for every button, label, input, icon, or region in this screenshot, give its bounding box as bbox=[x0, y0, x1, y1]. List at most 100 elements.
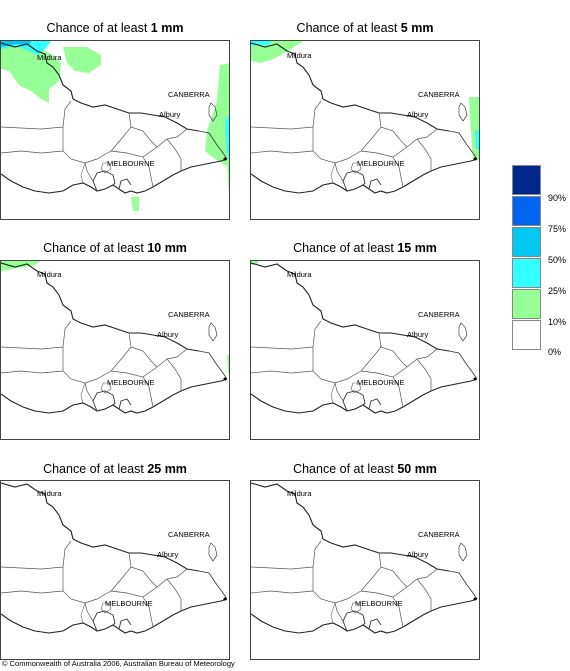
district-boundary bbox=[80, 382, 86, 404]
panel-title-25mm: Chance of at least 25 mm bbox=[43, 462, 187, 476]
nsw-border bbox=[198, 570, 228, 600]
legend-swatch-25 bbox=[512, 258, 541, 288]
district-boundary bbox=[62, 320, 72, 348]
western-port bbox=[118, 398, 132, 410]
label-mildura: Mildura bbox=[37, 270, 62, 279]
district-boundary bbox=[334, 382, 344, 402]
murray-river bbox=[1, 42, 200, 132]
district-boundary bbox=[380, 126, 408, 148]
act-outline bbox=[458, 102, 468, 122]
map-1mm: Mildura CANBERRA Albury MELBOURNE bbox=[0, 40, 230, 220]
legend-swatch-0 bbox=[512, 320, 541, 350]
western-port bbox=[118, 178, 132, 190]
label-canberra: CANBERRA bbox=[418, 310, 460, 319]
victoria-basemap bbox=[1, 262, 228, 414]
coastline bbox=[1, 378, 228, 414]
coastline bbox=[251, 158, 478, 194]
coast-point-marker bbox=[473, 597, 477, 601]
coast-point-marker bbox=[473, 157, 477, 161]
district-boundary bbox=[130, 566, 158, 588]
murray-river bbox=[251, 42, 450, 132]
western-port bbox=[368, 618, 382, 630]
district-boundary bbox=[110, 590, 154, 628]
legend-swatch-10 bbox=[512, 289, 541, 319]
district-boundary bbox=[80, 162, 86, 184]
label-melbourne: MELBOURNE bbox=[107, 378, 155, 387]
western-port bbox=[118, 618, 132, 630]
label-albury: Albury bbox=[159, 110, 181, 119]
district-boundary bbox=[330, 602, 336, 624]
label-melbourne: MELBOURNE bbox=[355, 599, 403, 608]
district-boundary bbox=[110, 332, 132, 372]
district-boundary bbox=[110, 150, 154, 188]
map-50mm: Mildura CANBERRA Albury MELBOURNE bbox=[250, 480, 480, 660]
port-phillip-bay bbox=[342, 390, 366, 412]
district-boundary bbox=[62, 540, 72, 568]
district-boundary bbox=[251, 566, 362, 604]
victoria-basemap bbox=[1, 482, 228, 634]
district-boundary bbox=[360, 332, 382, 372]
act-outline bbox=[458, 542, 468, 562]
label-canberra: CANBERRA bbox=[168, 310, 210, 319]
label-melbourne: MELBOURNE bbox=[107, 159, 155, 168]
district-boundary bbox=[110, 112, 132, 152]
label-melbourne: MELBOURNE bbox=[357, 159, 405, 168]
district-boundary bbox=[84, 162, 94, 182]
legend-label-50: 50% bbox=[548, 255, 567, 265]
district-boundary bbox=[360, 112, 382, 152]
map-25mm: Mildura CANBERRA Albury MELBOURNE bbox=[0, 480, 230, 660]
copyright-notice: © Commonwealth of Australia 2006, Austra… bbox=[2, 659, 235, 668]
western-port bbox=[368, 398, 382, 410]
panel-title-1mm: Chance of at least 1 mm bbox=[46, 21, 184, 35]
district-boundary bbox=[392, 128, 438, 158]
map-5mm: Mildura CANBERRA Albury MELBOURNE bbox=[250, 40, 480, 220]
district-boundary bbox=[100, 162, 112, 174]
district-boundary bbox=[251, 346, 362, 384]
port-phillip-bay bbox=[92, 610, 116, 632]
legend-label-25: 25% bbox=[548, 286, 567, 296]
district-boundary bbox=[312, 540, 322, 568]
district-boundary bbox=[392, 348, 438, 378]
nsw-border bbox=[198, 350, 228, 380]
district-boundary bbox=[142, 128, 188, 158]
district-boundary bbox=[142, 568, 188, 598]
map-15mm: Mildura CANBERRA Albury MELBOURNE bbox=[250, 260, 480, 440]
coast-point-marker bbox=[223, 597, 227, 601]
western-port bbox=[368, 178, 382, 190]
murray-river bbox=[251, 482, 450, 572]
district-boundary bbox=[80, 602, 86, 624]
district-boundary bbox=[1, 370, 64, 374]
district-boundary bbox=[110, 552, 132, 592]
murray-river bbox=[251, 262, 450, 352]
district-boundary bbox=[1, 150, 64, 154]
district-boundary bbox=[251, 150, 314, 154]
district-boundary bbox=[392, 568, 438, 598]
panel-title-50mm: Chance of at least 50 mm bbox=[293, 462, 437, 476]
label-albury: Albury bbox=[407, 330, 429, 339]
district-boundary bbox=[334, 602, 344, 622]
port-phillip-bay bbox=[92, 390, 116, 412]
legend-label-10: 10% bbox=[548, 317, 567, 327]
district-boundary bbox=[312, 100, 322, 128]
murray-river bbox=[1, 262, 200, 352]
label-mildura: Mildura bbox=[37, 53, 62, 62]
district-boundary bbox=[1, 126, 112, 164]
district-boundary bbox=[110, 370, 154, 408]
district-boundary bbox=[100, 382, 112, 394]
act-outline bbox=[208, 542, 218, 562]
district-boundary bbox=[330, 162, 336, 184]
district-boundary bbox=[142, 348, 188, 378]
label-albury: Albury bbox=[157, 330, 179, 339]
label-mildura: Mildura bbox=[37, 489, 62, 498]
label-canberra: CANBERRA bbox=[168, 530, 210, 539]
label-melbourne: MELBOURNE bbox=[105, 599, 153, 608]
port-phillip-bay bbox=[92, 170, 116, 192]
legend-label-0: 0% bbox=[548, 347, 562, 357]
label-mildura: Mildura bbox=[287, 51, 312, 60]
panel-title-10mm: Chance of at least 10 mm bbox=[43, 241, 187, 255]
murray-river bbox=[1, 482, 200, 572]
district-boundary bbox=[251, 590, 314, 594]
district-boundary bbox=[312, 320, 322, 348]
victoria-basemap bbox=[251, 42, 478, 194]
district-boundary bbox=[130, 346, 158, 368]
